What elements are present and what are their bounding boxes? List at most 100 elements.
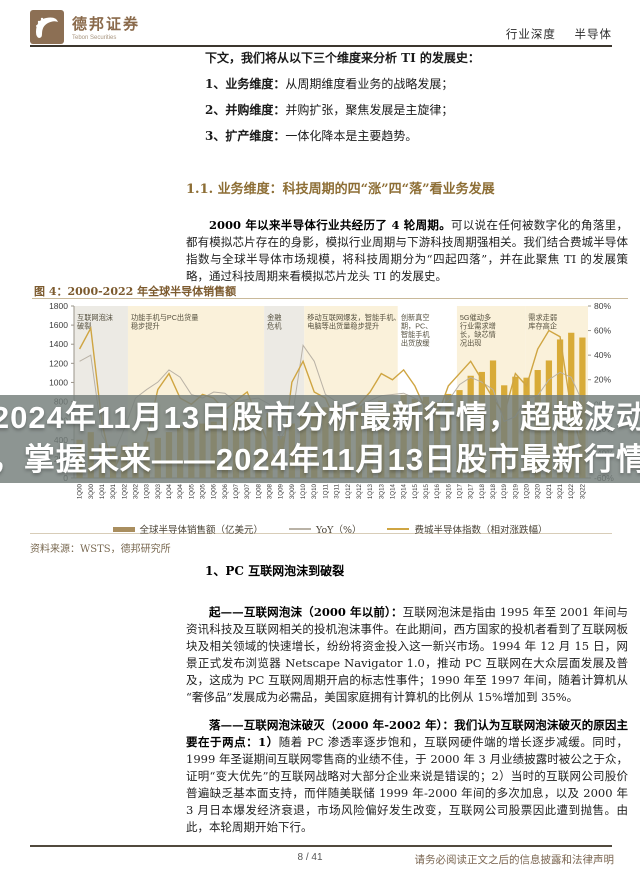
paragraph-lead: 落——互联网泡沫破灭（2000 年-2002 年）：我们认为互联网泡沫破灭的原因… — [186, 717, 628, 749]
banner-line-1: 2024年11月13日股市分析最新行情，超越波动 — [0, 400, 640, 435]
svg-text:3Q20: 3Q20 — [535, 483, 542, 499]
svg-text:3Q10: 3Q10 — [311, 483, 318, 499]
svg-text:1Q06: 1Q06 — [211, 483, 218, 499]
chart-annotation: 需求走弱库存高企 — [528, 313, 557, 331]
legend-swatch — [387, 528, 410, 530]
section-heading: 1.1. 业务维度：科技周期的四“涨”四“落”看业务发展 — [186, 182, 495, 197]
legend-item: 全球半导体销售额（亿美元） — [112, 522, 263, 536]
svg-text:1Q14: 1Q14 — [389, 483, 396, 499]
x-axis-labels: 1Q00 3Q00 1Q01 3Q01 1Q02 3Q02 1Q03 3Q03 1Q04 3Q04… — [77, 483, 587, 499]
svg-text:3Q05: 3Q05 — [200, 483, 207, 499]
svg-text:1Q08: 1Q08 — [255, 483, 262, 499]
item-label: 2、并购维度： — [205, 103, 286, 117]
paragraph-text: 随着 PC 渗透率逐步饱和，互联网硬件端的增长逐步减缓。同时，1999 年圣诞期… — [186, 734, 628, 834]
chart-annotation: 互联网泡沫破裂 — [77, 313, 113, 331]
item-label: 3、扩产维度： — [205, 129, 286, 143]
intro-block: 下文，我们将从以下三个维度来分析 TI 的发展史： 1、业务维度：从周期维度看业… — [205, 50, 629, 144]
legend-item: YoY（%） — [289, 522, 361, 536]
svg-text:1Q04: 1Q04 — [166, 483, 173, 499]
svg-text:3Q00: 3Q00 — [88, 483, 95, 499]
y-axis-right-label: 80% — [594, 301, 611, 311]
brand-name-en: Tebon Securities — [72, 35, 117, 41]
report-type-tag: 行业深度 — [505, 27, 556, 41]
svg-text:1Q18: 1Q18 — [479, 483, 486, 499]
subsection-heading: 1、PC 互联网泡沫到破裂 — [205, 564, 345, 578]
svg-text:3Q19: 3Q19 — [512, 483, 519, 499]
industry-tag: 半导体 — [574, 27, 612, 41]
header-divider — [30, 45, 612, 47]
svg-text:3Q11: 3Q11 — [334, 483, 341, 498]
svg-text:1Q02: 1Q02 — [121, 483, 128, 499]
y-axis-left-label: 1800 — [49, 301, 68, 311]
chart-legend: 全球半导体销售额（亿美元） YoY（%） 费城半导体指数（相对涨跌幅） — [32, 522, 628, 536]
body-paragraph: 起——互联网泡沫（2000 年以前）：互联网泡沫是指由 1995 年至 2001… — [186, 604, 628, 706]
chart-annotation: 创新真空期，PC、智能手机出货放缓 — [401, 313, 433, 348]
item-text: 并购扩张，聚焦发展是主旋律； — [285, 103, 454, 117]
svg-text:3Q01: 3Q01 — [110, 483, 117, 499]
watermark-banner: 2024年11月13日股市分析最新行情，超越波动 ，掌握未来——2024年11月… — [0, 395, 640, 483]
figure-title: 图 4：2000-2022 年全球半导体销售额 — [34, 285, 237, 298]
item-label: 1、业务维度： — [205, 77, 286, 91]
section-paragraph: 2000 年以来半导体行业共经历了 4 轮周期。可以说在任何被数字化的角落里，都… — [186, 217, 628, 285]
legend-swatch — [289, 528, 312, 530]
svg-text:1Q20: 1Q20 — [524, 483, 531, 499]
svg-text:3Q03: 3Q03 — [155, 483, 162, 499]
legend-label: YoY（%） — [316, 525, 362, 536]
svg-text:3Q12: 3Q12 — [356, 483, 363, 499]
header-brand: 德邦证券 Tebon Securities — [30, 10, 140, 44]
y-axis-right-label: 60% — [594, 326, 611, 336]
svg-text:3Q21: 3Q21 — [557, 483, 564, 499]
svg-text:3Q02: 3Q02 — [132, 483, 139, 499]
y-axis-left-label: 1400 — [49, 339, 68, 349]
svg-text:3Q16: 3Q16 — [445, 483, 452, 499]
item-text: 一体化降本是主要趋势。 — [285, 129, 418, 143]
svg-text:1Q11: 1Q11 — [322, 483, 329, 498]
footer-disclaimer: 请务必阅读正文之后的信息披露和法律声明 — [414, 854, 615, 866]
svg-text:1Q07: 1Q07 — [233, 483, 240, 499]
svg-text:3Q22: 3Q22 — [579, 483, 586, 499]
figure-source: 资料来源：WSTS，德邦研究所 — [30, 533, 612, 555]
chart-annotation: 5G催动多行业需求增长，缺芯情况出现 — [460, 313, 496, 348]
svg-text:3Q17: 3Q17 — [468, 483, 475, 499]
legend-item: 费城半导体指数（相对涨跌幅） — [387, 522, 548, 536]
y-axis-right-label: 20% — [594, 375, 611, 385]
paragraph-text: 互联网泡沫是指由 1995 年至 2001 年间与资讯科技及互联网相关的投机泡沫… — [186, 604, 629, 704]
paragraph-text: 可以说在任何被数字化的角落里，都有模拟芯片存在的身影，模拟行业周期与下游科技周期… — [186, 217, 628, 283]
y-axis-left-label: 1200 — [49, 358, 68, 368]
svg-text:1Q05: 1Q05 — [188, 483, 195, 499]
intro-lead: 下文，我们将从以下三个维度来分析 TI 的发展史： — [205, 51, 480, 65]
svg-text:1Q12: 1Q12 — [345, 483, 352, 499]
brand-name: 德邦证券 — [72, 16, 141, 33]
svg-text:3Q18: 3Q18 — [490, 483, 497, 499]
svg-text:1Q00: 1Q00 — [77, 483, 84, 499]
y-axis-left-label: 1000 — [49, 377, 68, 387]
chart-annotation: 金融危机 — [267, 313, 282, 331]
svg-text:3Q15: 3Q15 — [423, 483, 430, 499]
legend-swatch — [112, 526, 135, 532]
list-item: 1、业务维度：从周期维度看业务的战略发展； — [205, 76, 629, 92]
svg-text:1Q17: 1Q17 — [457, 483, 464, 499]
tebon-logo-icon — [30, 10, 64, 44]
svg-text:1Q19: 1Q19 — [501, 483, 508, 499]
chart-annotation: 功能手机与PC出货量稳步提升 — [131, 313, 199, 331]
svg-text:1Q21: 1Q21 — [546, 483, 553, 499]
paragraph-lead: 起——互联网泡沫（2000 年以前）： — [209, 604, 403, 619]
svg-text:1Q03: 1Q03 — [144, 483, 151, 499]
svg-text:1Q15: 1Q15 — [412, 483, 419, 499]
list-item: 2、并购维度：并购扩张，聚焦发展是主旋律； — [205, 102, 629, 118]
chart-annotation: 移动互联网爆发，智能手机、PC、平板电脑等出货量稳步提升 — [307, 313, 432, 331]
svg-text:1Q16: 1Q16 — [434, 483, 441, 499]
svg-text:3Q14: 3Q14 — [401, 483, 408, 499]
item-text: 从周期维度看业务的战略发展； — [285, 77, 454, 91]
svg-text:3Q06: 3Q06 — [222, 483, 229, 499]
svg-text:3Q07: 3Q07 — [244, 483, 251, 499]
banner-line-2: ，掌握未来——2024年11月13日股市最新行情 — [0, 442, 640, 477]
list-item: 3、扩产维度：一体化降本是主要趋势。 — [205, 128, 629, 144]
header-tags: 行业深度 半导体 — [492, 26, 612, 42]
svg-text:1Q10: 1Q10 — [300, 483, 307, 499]
svg-text:3Q13: 3Q13 — [378, 483, 385, 499]
legend-label: 费城半导体指数（相对涨跌幅） — [414, 525, 548, 536]
y-axis-left-label: 1600 — [49, 320, 68, 330]
figure-divider — [32, 298, 628, 299]
